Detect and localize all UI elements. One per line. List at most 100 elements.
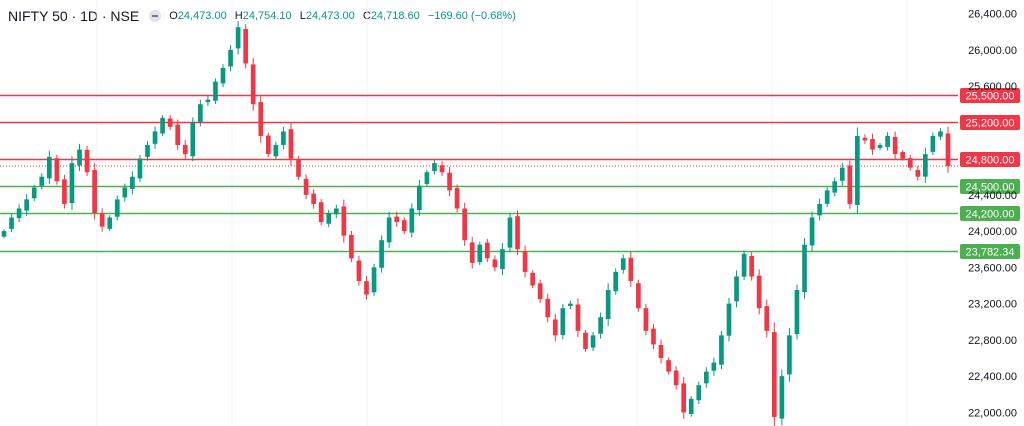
candle-body [477,244,483,263]
candle-body [469,242,475,263]
candle-body [349,234,354,259]
candle [258,95,264,143]
price-axis[interactable]: 22,000.00 22,400.00 22,800.00 23,200.00 23,6… [968,9,1017,420]
candle-body [779,376,785,419]
candle [877,142,883,151]
candle [673,366,679,390]
candle [703,367,709,388]
candle [598,312,603,339]
candle-body [235,27,241,49]
candle [628,251,634,287]
y-tick-label: 23,200.00 [968,299,1017,311]
candle-body [213,81,218,101]
candle [938,128,943,140]
candle-body [130,176,135,189]
candle-body [847,165,853,204]
y-tick-label: 24,000.00 [968,226,1017,238]
candle-body [862,137,868,141]
candle [303,174,309,200]
symbol-title[interactable]: NIFTY 50 · 1D · NSE [8,8,140,24]
candle [243,24,249,69]
candle [409,203,415,238]
candle-body [137,158,143,179]
candle [54,154,60,185]
candle-body [681,383,687,413]
ohlc-legend: O24,473.00 H24,754.10 L24,473.00 C24,718… [169,10,516,22]
candle [235,20,241,55]
candle-body [817,203,822,216]
y-tick-label: 22,400.00 [968,371,1017,383]
candle [537,279,543,303]
candle [568,300,573,310]
level-tag[interactable] [960,206,1020,221]
level-tag[interactable] [960,244,1020,259]
candle-body [220,67,226,84]
candle-body [122,187,128,198]
candle-body [515,216,520,250]
candle-body [605,290,611,320]
candle-body [99,213,105,227]
candle [522,245,528,278]
level-tag[interactable] [960,88,1020,103]
candle-body [507,217,513,248]
candle [726,297,732,342]
horizontal-levels[interactable]: 25,500.00 25,200.00 24,800.00 24,500.00 24,2… [0,88,1020,259]
candle [288,122,294,166]
candle-body [394,216,400,223]
candle [250,58,256,111]
level-tag[interactable] [960,152,1020,167]
level-tag[interactable] [960,179,1020,194]
candle-body [31,187,37,199]
candle [832,177,838,197]
candle-body [152,131,158,144]
level-tag-label: 24,500.00 [966,182,1015,194]
candle [341,199,347,243]
candle-body [273,145,279,157]
candle [696,381,702,404]
candle-body [877,145,883,149]
candle [764,299,770,338]
candle [847,160,853,209]
candle [99,208,105,232]
candle [469,236,475,269]
y-tick-label: 22,000.00 [968,407,1017,419]
level-tag[interactable] [960,115,1020,130]
candle [175,119,181,151]
candle-body [311,193,316,204]
candle [930,132,936,156]
candle [923,147,928,183]
candle-body [190,122,196,157]
chart-header: NIFTY 50 · 1D · NSE O24,473.00 H24,754.1… [8,6,516,26]
candle-body [167,118,173,127]
candle [613,268,619,295]
candle [439,161,445,177]
candle-body [832,181,838,193]
candle-body [892,136,898,155]
candle [198,99,203,127]
candle [318,199,324,226]
candle-body [741,253,747,277]
candle [39,173,45,190]
candle [651,323,656,350]
candle [84,146,90,177]
candle-body [371,267,377,293]
candle [515,210,520,256]
candle-body [84,149,90,173]
collapse-toggle-icon[interactable] [149,10,162,22]
candle [114,195,120,221]
candle-body [296,159,301,177]
candle-body [930,135,936,152]
candle-body [756,275,762,309]
candle [92,163,97,220]
candle-body [839,167,845,181]
candle-body [417,185,422,211]
candle-body [870,138,875,150]
candle [152,126,158,149]
y-tick-label: 26,400.00 [968,9,1017,21]
candle [107,215,113,232]
candle-body [205,99,211,103]
y-tick-label: 26,000.00 [968,45,1017,57]
candle-body [160,117,165,134]
candle [454,184,460,213]
